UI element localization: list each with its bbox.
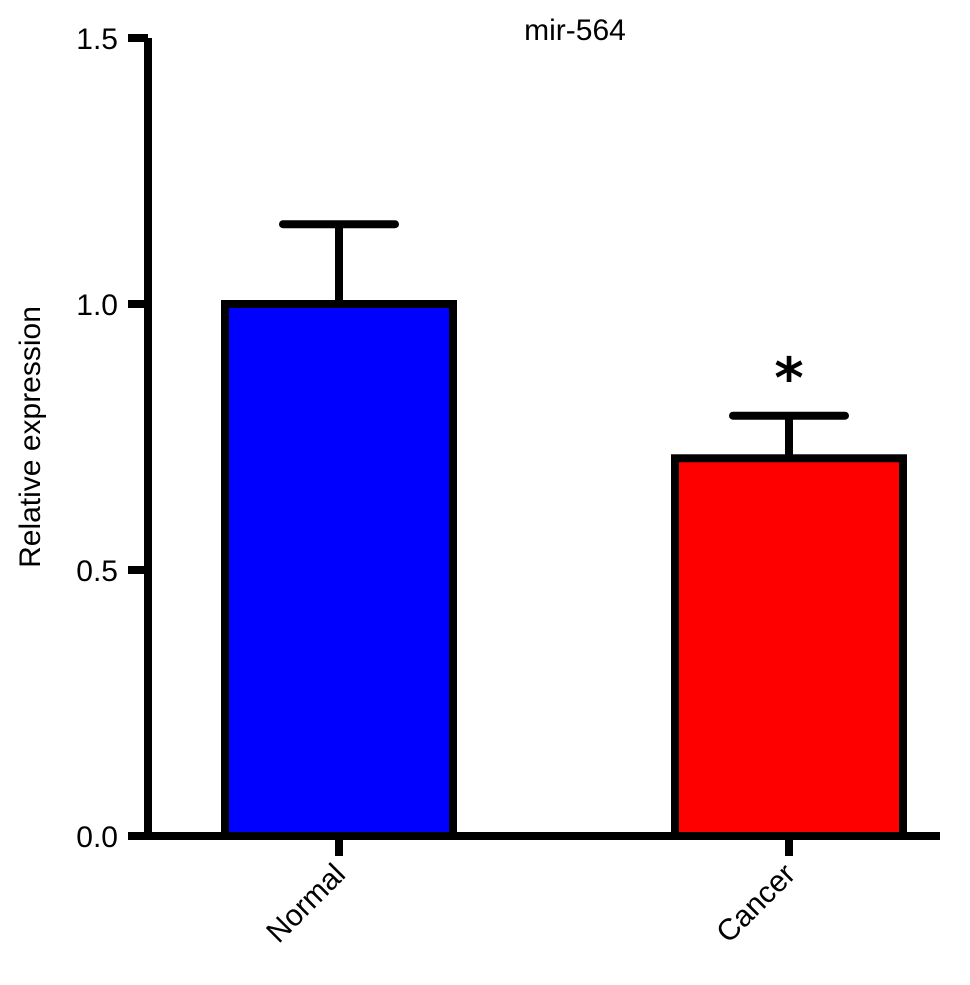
significance-marker: * bbox=[774, 347, 803, 412]
y-tick-label: 1.0 bbox=[76, 289, 118, 322]
y-axis-title: Relative expression bbox=[14, 306, 47, 568]
x-tick-label-cancer: Cancer bbox=[710, 858, 802, 950]
bar-cancer bbox=[671, 454, 907, 840]
x-axis: Normal Cancer bbox=[144, 832, 940, 950]
x-tick-label-normal: Normal bbox=[260, 858, 352, 950]
y-tick-label: 0.0 bbox=[76, 821, 118, 854]
bar-normal bbox=[221, 300, 457, 840]
y-axis: 0.0 0.5 1.0 1.5 bbox=[76, 23, 152, 854]
bars-layer: * bbox=[221, 220, 907, 840]
y-tick-label: 1.5 bbox=[76, 23, 118, 56]
y-tick-label: 0.5 bbox=[76, 555, 118, 588]
chart-title: mir-564 bbox=[524, 14, 626, 47]
